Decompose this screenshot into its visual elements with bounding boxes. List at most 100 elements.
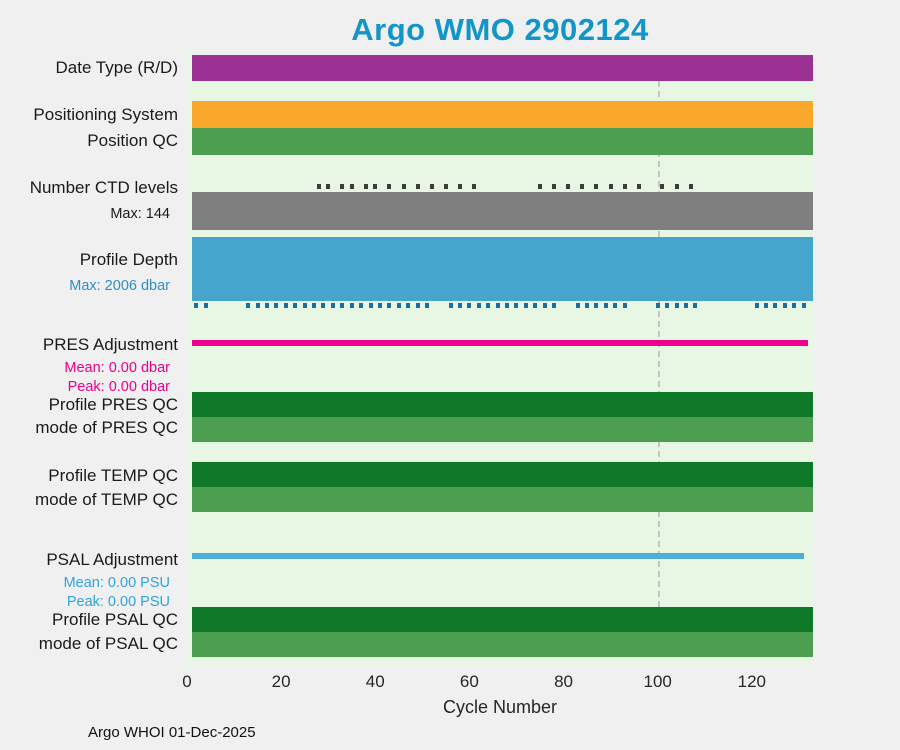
row-sublabel-psal-adjustment-0: Mean: 0.00 PSU — [63, 575, 170, 591]
value-marker-profile-depth — [312, 303, 317, 308]
value-marker-number-ctd-levels — [552, 184, 557, 189]
row-sublabel-psal-adjustment-1: Peak: 0.00 PSU — [66, 594, 170, 610]
value-marker-number-ctd-levels — [443, 184, 448, 189]
value-marker-number-ctd-levels — [401, 184, 406, 189]
row-sublabel-number-ctd-levels-0: Max: 144 — [110, 206, 170, 222]
value-marker-profile-depth — [330, 303, 335, 308]
value-marker-profile-depth — [302, 303, 307, 308]
value-marker-profile-depth — [782, 303, 787, 308]
x-tick-40: 40 — [365, 672, 385, 691]
row-bar-mode-of-temp-qc — [191, 487, 813, 512]
value-marker-number-ctd-levels — [608, 184, 613, 189]
value-marker-profile-depth — [255, 303, 260, 308]
x-tick-80: 80 — [554, 672, 573, 691]
value-marker-profile-depth — [396, 303, 401, 308]
value-marker-profile-depth — [801, 303, 806, 308]
value-marker-profile-depth — [575, 303, 580, 308]
value-marker-profile-depth — [194, 303, 199, 308]
value-marker-number-ctd-levels — [363, 184, 368, 189]
row-sublabel-profile-depth-0: Max: 2006 dbar — [69, 278, 170, 294]
value-marker-profile-depth — [622, 303, 627, 308]
value-marker-number-ctd-levels — [387, 184, 392, 189]
value-marker-profile-depth — [457, 303, 462, 308]
chart-title: Argo WMO 2902124 — [351, 12, 649, 47]
value-marker-profile-depth — [486, 303, 491, 308]
value-marker-number-ctd-levels — [429, 184, 434, 189]
row-bar-mode-of-pres-qc — [191, 417, 813, 442]
row-label-profile-pres-qc: Profile PRES QC — [48, 395, 178, 414]
value-marker-profile-depth — [467, 303, 472, 308]
value-marker-profile-depth — [246, 303, 251, 308]
row-label-date-type: Date Type (R/D) — [55, 58, 178, 77]
value-marker-profile-depth — [754, 303, 759, 308]
value-marker-number-ctd-levels — [415, 184, 420, 189]
value-marker-profile-depth — [406, 303, 411, 308]
value-marker-number-ctd-levels — [373, 184, 378, 189]
row-bar-profile-depth — [191, 237, 813, 301]
value-marker-profile-depth — [265, 303, 269, 308]
value-marker-number-ctd-levels — [636, 184, 641, 189]
row-bar-pres-adjustment — [191, 340, 809, 346]
row-bar-psal-adjustment — [191, 553, 804, 559]
value-marker-profile-depth — [585, 303, 590, 308]
row-sublabel-pres-adjustment-1: Peak: 0.00 dbar — [67, 379, 170, 395]
row-bar-mode-of-psal-qc — [191, 632, 813, 657]
value-marker-number-ctd-levels — [622, 184, 627, 189]
value-marker-number-ctd-levels — [580, 184, 585, 189]
value-marker-number-ctd-levels — [326, 184, 331, 189]
value-marker-profile-depth — [533, 303, 538, 308]
value-marker-profile-depth — [505, 303, 510, 308]
value-marker-number-ctd-levels — [349, 184, 354, 189]
value-marker-profile-depth — [792, 303, 797, 308]
value-marker-number-ctd-levels — [340, 184, 345, 189]
value-marker-profile-depth — [349, 303, 354, 308]
value-marker-number-ctd-levels — [566, 184, 571, 189]
row-bar-profile-psal-qc — [191, 607, 813, 632]
x-tick-20: 20 — [271, 672, 291, 691]
value-marker-profile-depth — [274, 303, 279, 308]
value-marker-number-ctd-levels — [472, 184, 477, 189]
value-marker-profile-depth — [594, 303, 599, 308]
x-tick-60: 60 — [459, 672, 479, 691]
value-marker-profile-depth — [674, 303, 679, 308]
value-marker-profile-depth — [293, 303, 298, 308]
row-sublabel-pres-adjustment-0: Mean: 0.00 dbar — [64, 360, 170, 376]
value-marker-profile-depth — [773, 303, 778, 308]
value-marker-number-ctd-levels — [688, 184, 693, 189]
footer-annotation: Argo WHOI 01-Dec-2025 — [88, 724, 256, 741]
value-marker-profile-depth — [340, 303, 345, 308]
row-bar-position-qc — [191, 128, 813, 155]
value-marker-profile-depth — [613, 303, 618, 308]
x-axis-title: Cycle Number — [442, 697, 558, 717]
value-marker-profile-depth — [425, 303, 430, 308]
value-marker-number-ctd-levels — [457, 184, 462, 189]
cycle-100-dashed-reference-line — [657, 71, 660, 607]
value-marker-profile-depth — [283, 303, 288, 308]
value-marker-profile-depth — [368, 303, 373, 308]
x-tick-120: 120 — [737, 672, 766, 691]
value-marker-number-ctd-levels — [594, 184, 599, 189]
row-label-positioning-system: Positioning System — [33, 105, 178, 124]
row-label-pres-adjustment: PRES Adjustment — [42, 335, 178, 354]
value-marker-profile-depth — [655, 303, 660, 308]
value-marker-profile-depth — [542, 303, 547, 308]
row-label-psal-adjustment: PSAL Adjustment — [46, 550, 178, 569]
row-label-profile-temp-qc: Profile TEMP QC — [48, 466, 178, 485]
value-marker-number-ctd-levels — [674, 184, 679, 189]
row-label-profile-depth: Profile Depth — [79, 250, 178, 269]
value-marker-profile-depth — [415, 303, 420, 308]
value-marker-profile-depth — [448, 303, 453, 308]
value-marker-profile-depth — [203, 303, 208, 308]
value-marker-profile-depth — [763, 303, 768, 308]
value-marker-profile-depth — [523, 303, 528, 308]
value-marker-profile-depth — [552, 303, 557, 308]
row-bar-profile-pres-qc — [191, 392, 813, 417]
value-marker-profile-depth — [683, 303, 688, 308]
value-marker-profile-depth — [321, 303, 326, 308]
row-bar-positioning-system — [191, 101, 813, 128]
row-label-number-ctd-levels: Number CTD levels — [29, 178, 178, 197]
value-marker-profile-depth — [377, 303, 382, 308]
value-marker-profile-depth — [665, 303, 670, 308]
value-marker-profile-depth — [359, 303, 364, 308]
